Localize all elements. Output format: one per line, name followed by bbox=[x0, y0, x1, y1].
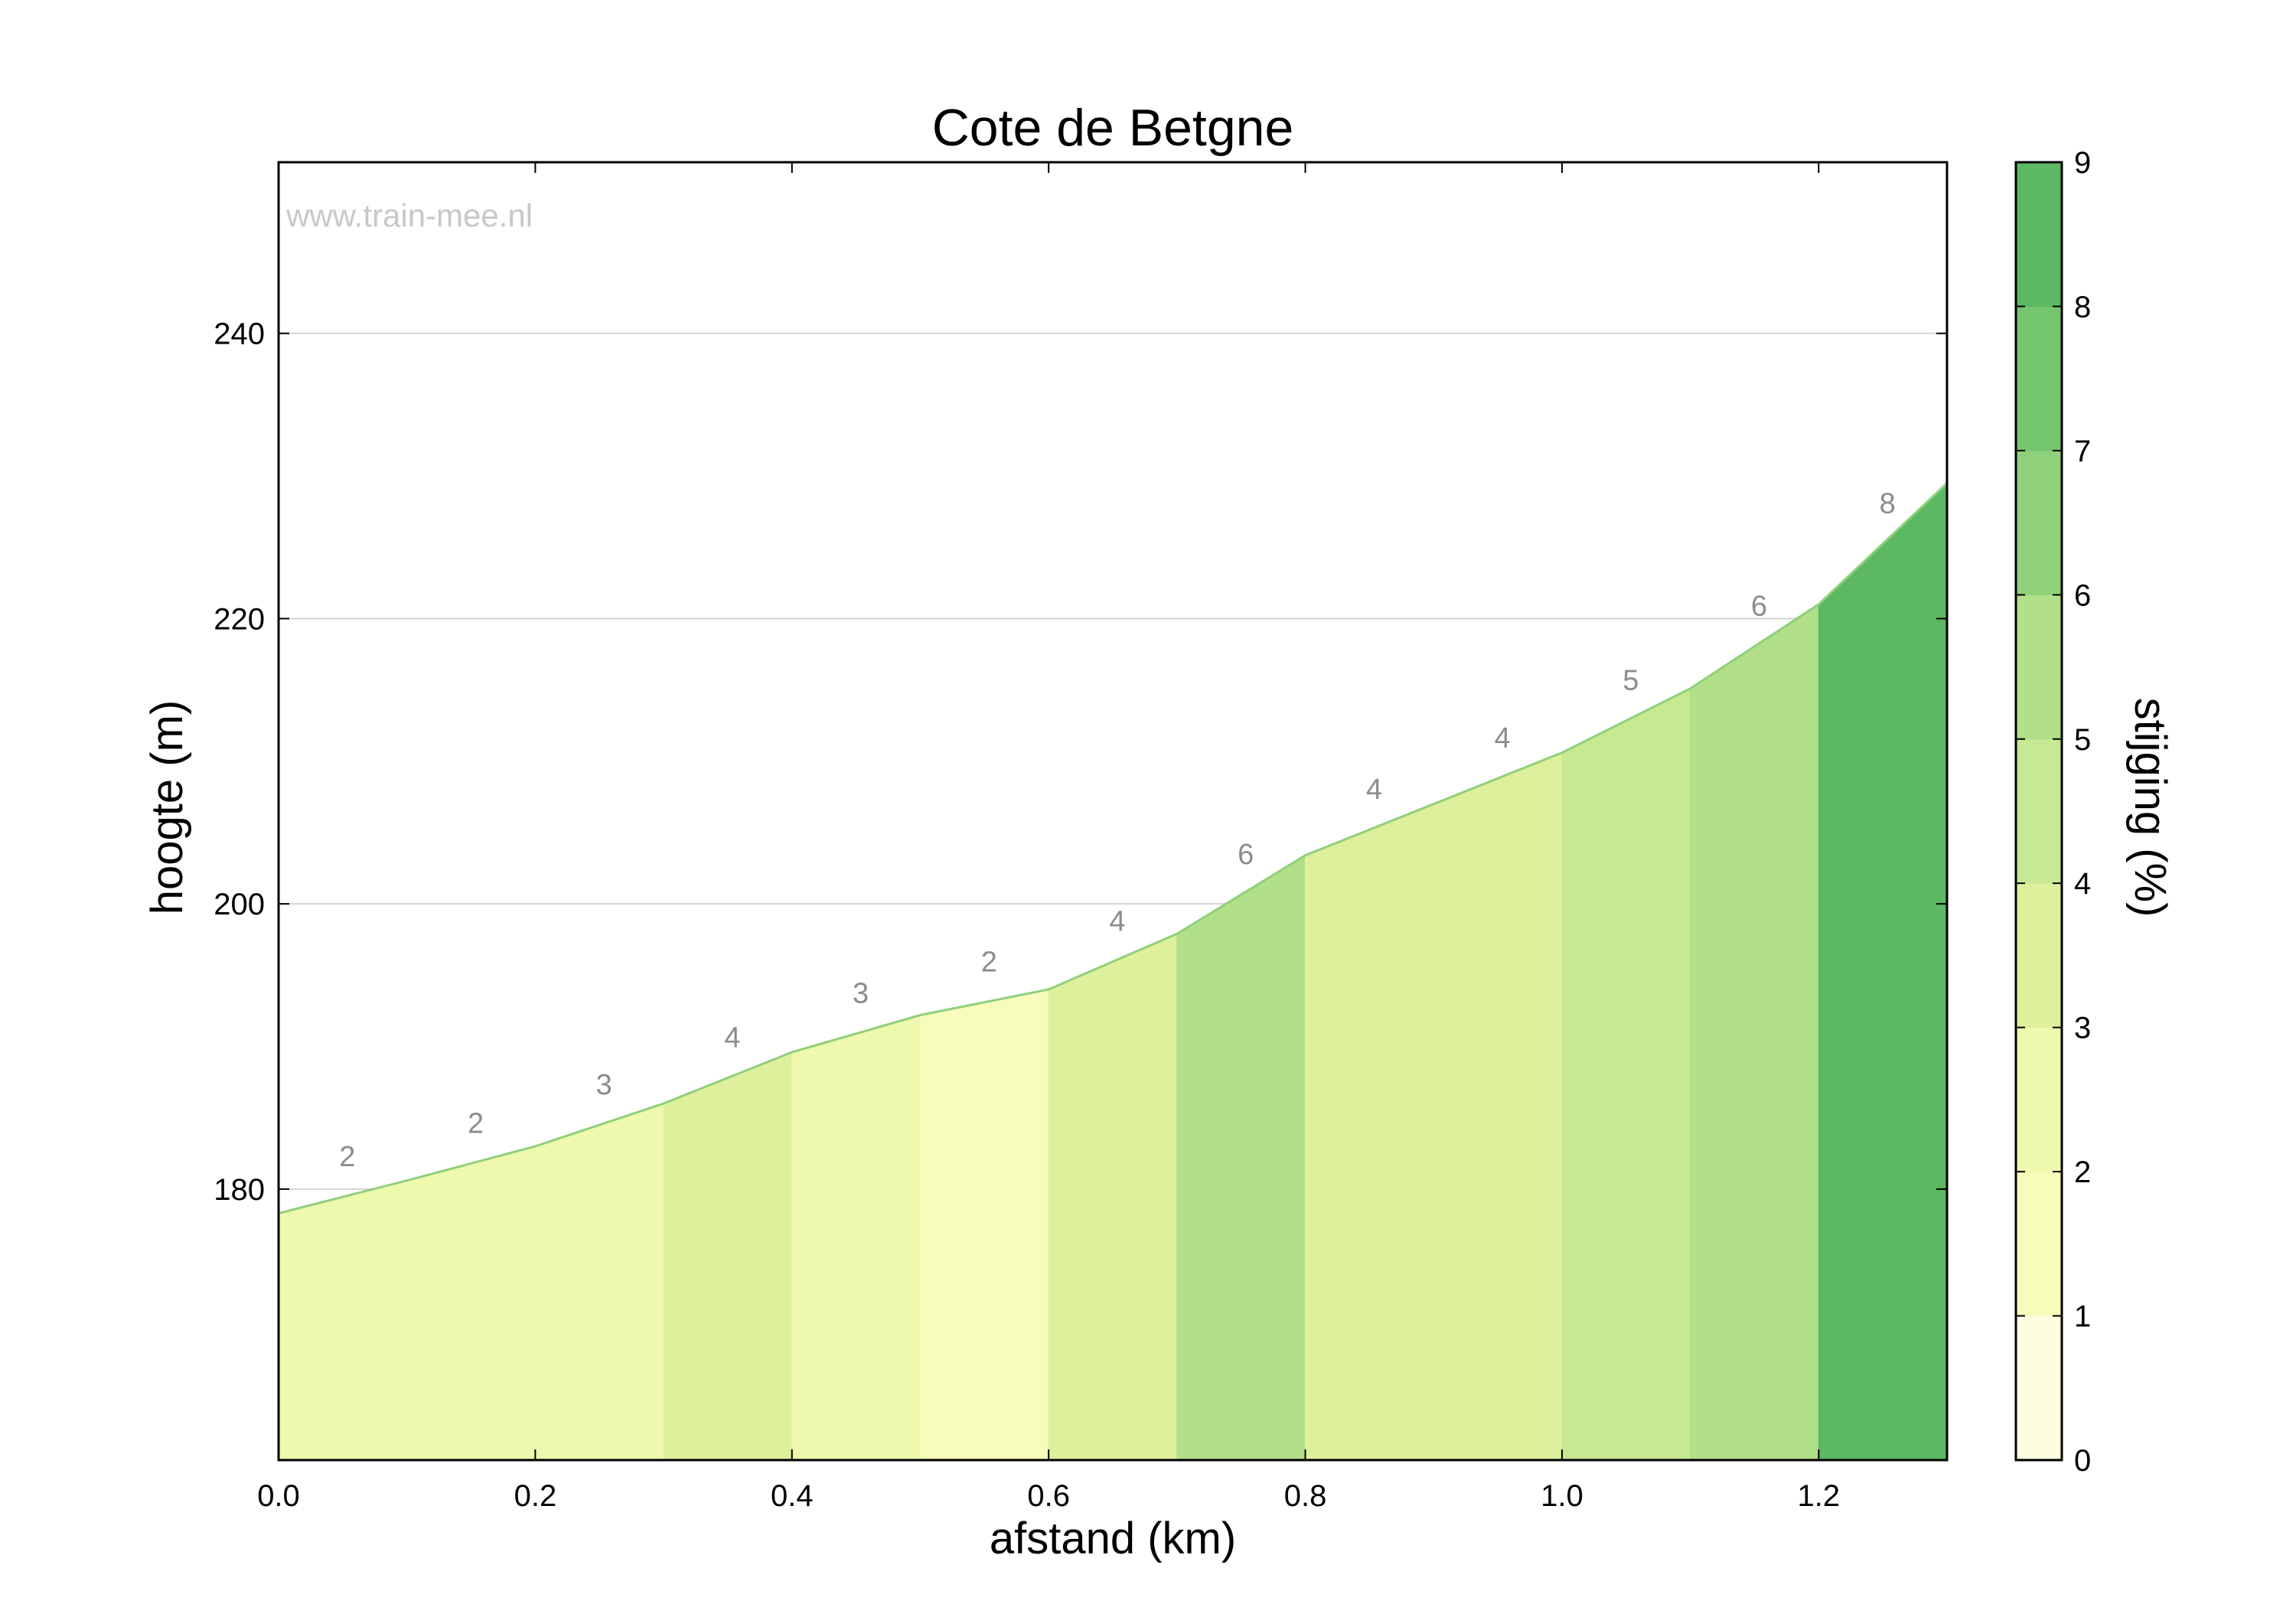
gradient-segment bbox=[791, 1014, 921, 1461]
watermark-text: www.train-mee.nl bbox=[285, 197, 533, 233]
x-tick-label: 0.0 bbox=[257, 1479, 300, 1513]
slope-label: 2 bbox=[468, 1107, 484, 1139]
slope-label: 6 bbox=[1238, 839, 1254, 871]
slope-label: 5 bbox=[1623, 665, 1639, 697]
elevation-line bbox=[278, 482, 1949, 1215]
slope-label: 4 bbox=[1495, 722, 1511, 755]
slope-label: 2 bbox=[339, 1141, 355, 1173]
gradient-segment bbox=[1176, 854, 1306, 1461]
colorbar-swatch bbox=[2016, 883, 2062, 1028]
slope-label: 3 bbox=[596, 1069, 612, 1101]
x-tick-label: 0.8 bbox=[1284, 1479, 1327, 1513]
colorbar-swatch bbox=[2016, 1027, 2062, 1172]
gradient-segment bbox=[1048, 933, 1178, 1461]
x-tick-label: 1.2 bbox=[1798, 1479, 1841, 1513]
gradient-segment bbox=[1690, 603, 1819, 1461]
colorbar-tick-label: 1 bbox=[2074, 1300, 2091, 1334]
colorbar-swatch bbox=[2016, 306, 2062, 451]
colorbar-tick-label: 8 bbox=[2074, 290, 2091, 324]
colorbar-swatch bbox=[2016, 595, 2062, 740]
x-tick-label: 0.2 bbox=[514, 1479, 557, 1513]
gradient-segment bbox=[1561, 687, 1691, 1461]
gradient-segment bbox=[278, 1103, 664, 1461]
plot-area: 2 2 3 4 3 2 4 6 4 4 5 6 8 0.0 0.2 0.4 0.6 0.8 1.0 1.2 180 200… bbox=[214, 161, 1949, 1513]
y-tick-label: 240 bbox=[214, 318, 265, 351]
x-tick-label: 0.4 bbox=[771, 1479, 814, 1513]
y-axis-title: hoogte (m) bbox=[142, 700, 192, 914]
y-tick-label: 200 bbox=[214, 888, 265, 921]
slope-label: 3 bbox=[853, 978, 869, 1010]
chart-title: Cote de Betgne bbox=[932, 99, 1294, 157]
colorbar-tick-label: 2 bbox=[2074, 1156, 2091, 1189]
slope-label: 4 bbox=[1109, 906, 1125, 938]
y-tick-label: 180 bbox=[214, 1173, 265, 1207]
plot-frame bbox=[277, 161, 1949, 1462]
colorbar-tick-label: 5 bbox=[2074, 723, 2091, 757]
slope-label: 4 bbox=[1366, 774, 1382, 806]
gradient-segment bbox=[1818, 482, 1948, 1461]
slope-label: 6 bbox=[1751, 591, 1767, 623]
gradient-segment bbox=[663, 1051, 793, 1461]
colorbar-swatch bbox=[2016, 738, 2062, 884]
colorbar-tick-label: 3 bbox=[2074, 1012, 2091, 1045]
colorbar-tick-label: 0 bbox=[2074, 1444, 2091, 1478]
slope-label: 4 bbox=[724, 1022, 740, 1054]
x-tick-label: 0.6 bbox=[1027, 1479, 1070, 1513]
colorbar-tick-label: 4 bbox=[2074, 867, 2091, 901]
colorbar-swatch bbox=[2016, 162, 2062, 307]
colorbar-tick-label: 6 bbox=[2074, 579, 2091, 612]
colorbar-tick-label: 7 bbox=[2074, 435, 2091, 468]
gradient-segment bbox=[919, 989, 1049, 1461]
colorbar-title: stijging (%) bbox=[2125, 698, 2175, 918]
colorbar-swatch bbox=[2016, 1315, 2062, 1461]
colorbar-swatch bbox=[2016, 450, 2062, 595]
y-tick-label: 220 bbox=[214, 602, 265, 636]
slope-label: 8 bbox=[1880, 488, 1896, 520]
colorbar-swatch bbox=[2016, 1172, 2062, 1317]
colorbar-frame bbox=[2014, 161, 2063, 1462]
x-axis-title: afstand (km) bbox=[990, 1514, 1236, 1563]
x-tick-label: 1.0 bbox=[1541, 1479, 1583, 1513]
slope-label: 2 bbox=[981, 947, 997, 979]
gradient-segment bbox=[1305, 751, 1563, 1461]
colorbar-tick-label: 9 bbox=[2074, 146, 2091, 180]
colorbar: 0 1 2 3 4 5 6 7 8 9 bbox=[2014, 146, 2091, 1478]
